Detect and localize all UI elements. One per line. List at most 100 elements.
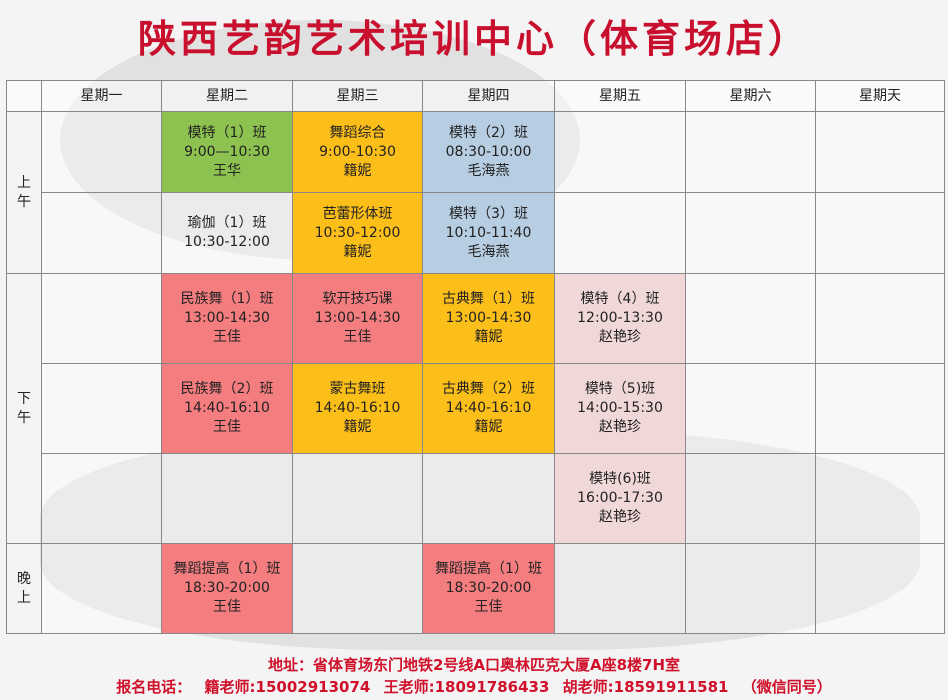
class-time: 14:40-16:10 <box>184 400 270 416</box>
contact-teacher-3: 胡老师:18591911581 <box>562 678 729 696</box>
schedule-row: 民族舞（2）班 14:40-16:10 王佳 蒙古舞班 14:40-16:10 … <box>7 363 945 454</box>
class-slot: 芭蕾形体班 10:30-12:00 籍妮 <box>292 192 423 274</box>
empty-slot <box>41 363 162 454</box>
class-time: 18:30-20:00 <box>184 580 270 596</box>
empty-slot <box>685 453 816 544</box>
day-header-tue: 星期二 <box>161 80 293 112</box>
class-teacher: 籍妮 <box>474 419 503 435</box>
empty-slot <box>815 111 945 193</box>
empty-slot <box>554 543 686 634</box>
class-teacher: 王华 <box>213 162 241 179</box>
class-slot: 模特（4）班 12:00-13:30 赵艳珍 <box>554 273 686 364</box>
day-header-sat: 星期六 <box>685 80 816 112</box>
class-teacher: 王佳 <box>213 419 241 435</box>
period-label-morning: 上 午 <box>6 111 42 274</box>
empty-slot <box>41 453 162 544</box>
schedule-row: 模特(6)班 16:00-17:30 赵艳珍 <box>7 453 945 544</box>
class-name: 模特（5)班 <box>584 381 656 397</box>
class-name: 蒙古舞班 <box>329 381 386 397</box>
class-teacher: 籍妮 <box>343 162 372 179</box>
contact-line: 报名电话： 籍老师:15002913074 王老师:18091786433 胡老… <box>0 676 948 697</box>
class-slot: 民族舞（1）班 13:00-14:30 王佳 <box>161 273 293 364</box>
class-slot: 瑜伽（1）班 10:30-12:00 <box>161 192 293 274</box>
empty-slot <box>41 273 162 364</box>
class-name: 模特（4）班 <box>580 291 660 307</box>
class-slot: 舞蹈综合 9:00-10:30 籍妮 <box>292 111 423 193</box>
class-name: 民族舞（2）班 <box>180 381 274 397</box>
schedule-row: 上 午 模特（1）班 9:00—10:30 王华 舞蹈综合 9:00-10:30… <box>6 111 945 274</box>
schedule-row: 晚 上 舞蹈提高（1）班 18:30-20:00 王佳 舞蹈提高（1）班 18:… <box>6 543 945 634</box>
class-name: 芭蕾形体班 <box>322 205 393 222</box>
class-name: 古典舞（2）班 <box>442 381 535 397</box>
class-time: 12:00-13:30 <box>577 310 663 326</box>
schedule-row: 下 午 民族舞（1）班 13:00-14:30 王佳 软开技巧课 13:00-1… <box>6 273 945 544</box>
class-name: 软开技巧课 <box>322 291 393 307</box>
schedule-row: 瑜伽（1）班 10:30-12:00 芭蕾形体班 10:30-12:00 籍妮 … <box>7 192 945 274</box>
corner-cell <box>6 80 42 112</box>
phone-label: 报名电话： <box>116 678 192 696</box>
class-slot: 模特（5)班 14:00-15:30 赵艳珍 <box>554 363 686 454</box>
class-slot: 模特（2）班 08:30-10:00 毛海燕 <box>422 111 555 193</box>
day-header-wed: 星期三 <box>292 80 423 112</box>
class-slot: 民族舞（2）班 14:40-16:10 王佳 <box>161 363 293 454</box>
period-label-afternoon: 下 午 <box>6 273 42 544</box>
class-name: 古典舞（1）班 <box>442 291 535 307</box>
class-teacher: 王佳 <box>213 329 241 345</box>
empty-slot <box>422 453 555 544</box>
class-time: 14:40-16:10 <box>314 400 401 416</box>
empty-slot <box>685 363 816 454</box>
class-time: 16:00-17:30 <box>577 490 663 506</box>
day-header-fri: 星期五 <box>554 80 686 112</box>
schedule-table: 星期一 星期二 星期三 星期四 星期五 星期六 星期天 上 午 模特（1）班 9… <box>6 80 945 634</box>
class-time: 18:30-20:00 <box>445 580 532 596</box>
empty-slot <box>41 111 162 193</box>
empty-slot <box>685 543 816 634</box>
contact-teacher-2: 王老师:18091786433 <box>383 678 550 696</box>
class-teacher: 王佳 <box>474 599 503 615</box>
class-name: 民族舞（1）班 <box>180 291 274 307</box>
day-header-sun: 星期天 <box>815 80 945 112</box>
class-time: 10:30-12:00 <box>184 234 270 250</box>
class-teacher: 籍妮 <box>343 419 372 435</box>
class-time: 13:00-14:30 <box>184 310 270 326</box>
period-label-evening: 晚 上 <box>6 543 42 634</box>
day-header-mon: 星期一 <box>41 80 162 112</box>
class-name: 模特（3）班 <box>449 205 528 222</box>
wechat-note: （微信同号） <box>741 678 832 696</box>
class-slot: 蒙古舞班 14:40-16:10 籍妮 <box>292 363 423 454</box>
class-time: 9:00-10:30 <box>319 143 396 160</box>
empty-slot <box>554 111 686 193</box>
class-teacher: 赵艳珍 <box>599 419 641 435</box>
empty-slot <box>815 453 945 544</box>
empty-slot <box>685 111 816 193</box>
class-name: 舞蹈提高（1）班 <box>173 561 281 577</box>
class-slot: 古典舞（1）班 13:00-14:30 籍妮 <box>422 273 555 364</box>
class-teacher: 王佳 <box>213 599 241 615</box>
empty-slot <box>292 453 423 544</box>
class-time: 08:30-10:00 <box>445 143 532 160</box>
page-title: 陕西艺韵艺术培训中心（体育场店） <box>137 16 810 61</box>
class-time: 9:00—10:30 <box>184 143 270 160</box>
empty-slot <box>815 192 945 274</box>
empty-slot <box>41 543 162 634</box>
class-slot: 模特（1）班 9:00—10:30 王华 <box>161 111 293 193</box>
class-teacher: 毛海燕 <box>467 162 510 179</box>
day-header-thu: 星期四 <box>422 80 555 112</box>
class-name: 模特（2）班 <box>449 124 528 141</box>
class-name: 模特（1）班 <box>187 124 267 141</box>
class-time: 10:30-12:00 <box>314 224 401 241</box>
class-slot: 软开技巧课 13:00-14:30 王佳 <box>292 273 423 364</box>
class-time: 14:00-15:30 <box>577 400 663 416</box>
class-name: 舞蹈综合 <box>329 124 386 141</box>
empty-slot <box>815 543 945 634</box>
class-teacher: 赵艳珍 <box>599 509 641 525</box>
class-slot: 舞蹈提高（1）班 18:30-20:00 王佳 <box>422 543 555 634</box>
empty-slot <box>815 273 945 364</box>
class-time: 14:40-16:10 <box>445 400 532 416</box>
empty-slot <box>815 363 945 454</box>
class-slot: 舞蹈提高（1）班 18:30-20:00 王佳 <box>161 543 293 634</box>
class-teacher: 籍妮 <box>474 329 503 345</box>
class-teacher: 赵艳珍 <box>599 329 641 345</box>
empty-slot <box>685 273 816 364</box>
class-time: 10:10-11:40 <box>445 224 532 241</box>
